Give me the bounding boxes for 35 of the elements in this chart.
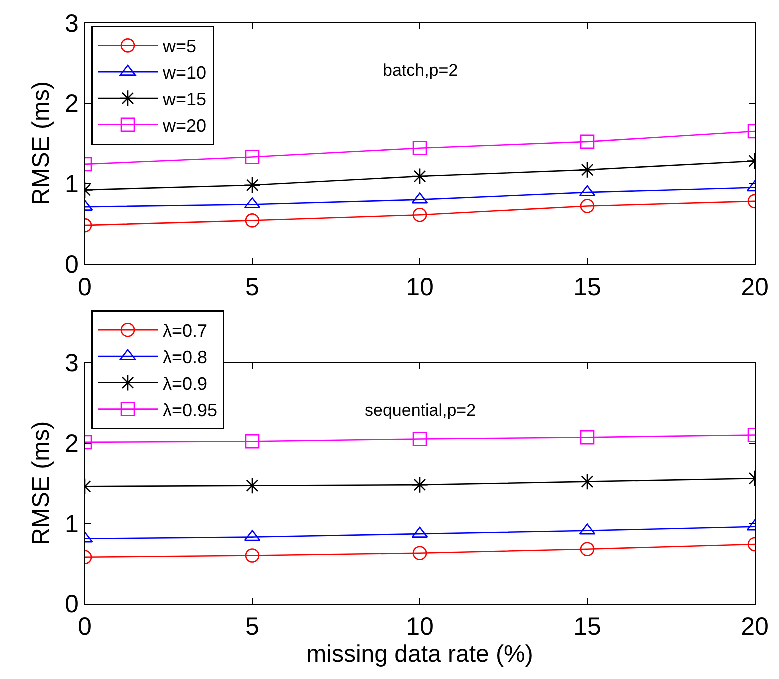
y-tick-label: 3 xyxy=(64,350,79,378)
x-axis-title: missing data rate (%) xyxy=(306,641,534,668)
point xyxy=(412,208,428,222)
x-tick-label: 20 xyxy=(741,613,769,642)
annotation: batch,p=2 xyxy=(383,61,458,80)
x-tick-label: 15 xyxy=(574,273,602,302)
y-axis-title: RMSE (ms) xyxy=(28,82,56,206)
legend-label: w=5 xyxy=(162,36,197,57)
point xyxy=(412,432,428,446)
x-tick-label: 5 xyxy=(246,273,260,302)
x-tick-label: 20 xyxy=(741,273,769,302)
point xyxy=(412,546,428,561)
y-tick-label: 0 xyxy=(64,590,79,619)
y-tick-label: 0 xyxy=(64,250,79,279)
legend-label: w=10 xyxy=(162,63,207,84)
y-axis-title: RMSE (ms) xyxy=(28,421,56,546)
point xyxy=(412,141,428,156)
legend-label: λ=0.9 xyxy=(163,374,208,394)
y-tick-label: 3 xyxy=(64,10,79,38)
x-tick-label: 5 xyxy=(246,613,260,642)
y-tick-label: 1 xyxy=(64,510,79,538)
y-tick-label: 2 xyxy=(64,430,79,458)
annotation: sequential,p=2 xyxy=(365,401,476,420)
y-tick-label: 1 xyxy=(64,170,79,198)
legend-label: λ=0.7 xyxy=(163,321,208,342)
legend-label: λ=0.95 xyxy=(163,400,218,420)
legend-label: λ=0.8 xyxy=(163,348,208,368)
legend-label: w=20 xyxy=(162,116,207,136)
point xyxy=(412,168,428,185)
x-tick-label: 15 xyxy=(574,613,602,642)
x-tick-label: 10 xyxy=(406,613,434,642)
point xyxy=(412,476,428,494)
legend-label: w=15 xyxy=(162,89,207,110)
x-tick-label: 10 xyxy=(406,273,434,302)
y-tick-label: 2 xyxy=(64,90,79,118)
